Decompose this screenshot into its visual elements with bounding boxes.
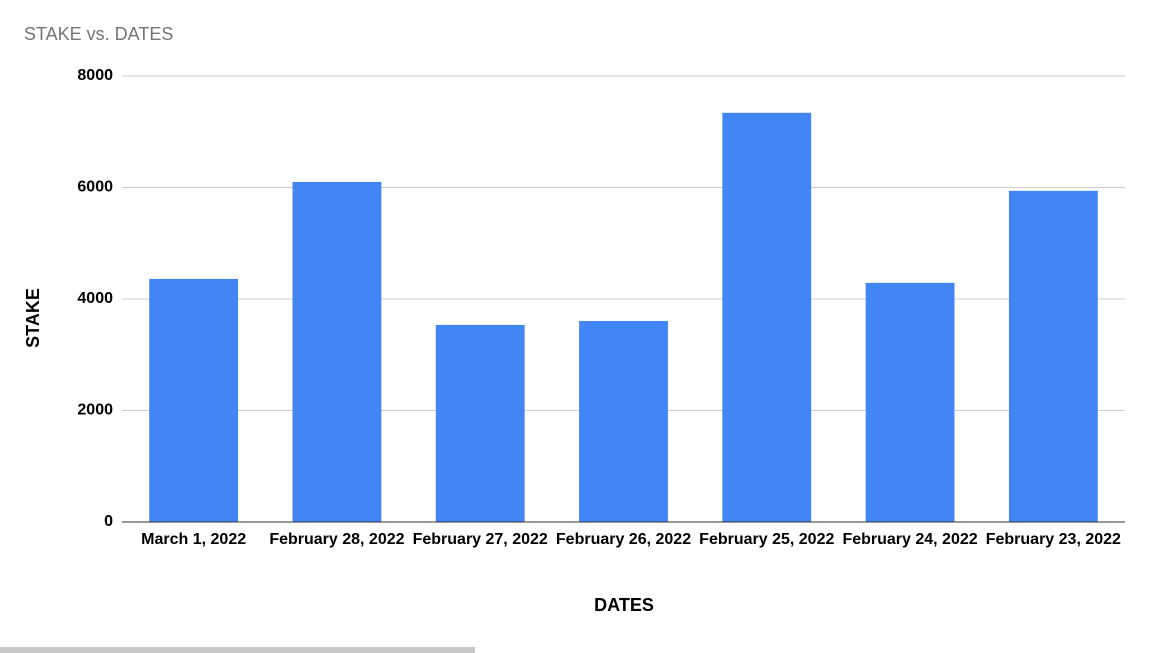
bar (722, 112, 812, 523)
y-tick-label: 8000 (77, 67, 113, 84)
x-tick-label: February 25, 2022 (699, 531, 835, 548)
x-tick-label: February 23, 2022 (985, 531, 1121, 548)
scrollbar[interactable] (0, 647, 475, 653)
bar (292, 181, 382, 523)
y-axis-label: STAKE (23, 288, 43, 348)
x-tick-label: February 27, 2022 (412, 531, 548, 548)
chart-title: STAKE vs. DATES (24, 24, 173, 44)
bar (865, 282, 955, 522)
bar (149, 278, 239, 522)
bar (579, 321, 668, 522)
y-tick-label: 6000 (77, 179, 113, 196)
bar (435, 324, 525, 522)
y-tick-label: 2000 (77, 402, 113, 419)
y-tick-label: 0 (104, 513, 113, 530)
y-tick-label: 4000 (77, 290, 113, 307)
x-tick-label: February 28, 2022 (269, 531, 405, 548)
bar (1008, 190, 1098, 522)
x-tick-label: February 26, 2022 (555, 531, 692, 548)
x-axis-label: DATES (594, 595, 654, 615)
x-tick-label: February 24, 2022 (842, 531, 978, 548)
x-tick-label: March 1, 2022 (141, 531, 247, 548)
